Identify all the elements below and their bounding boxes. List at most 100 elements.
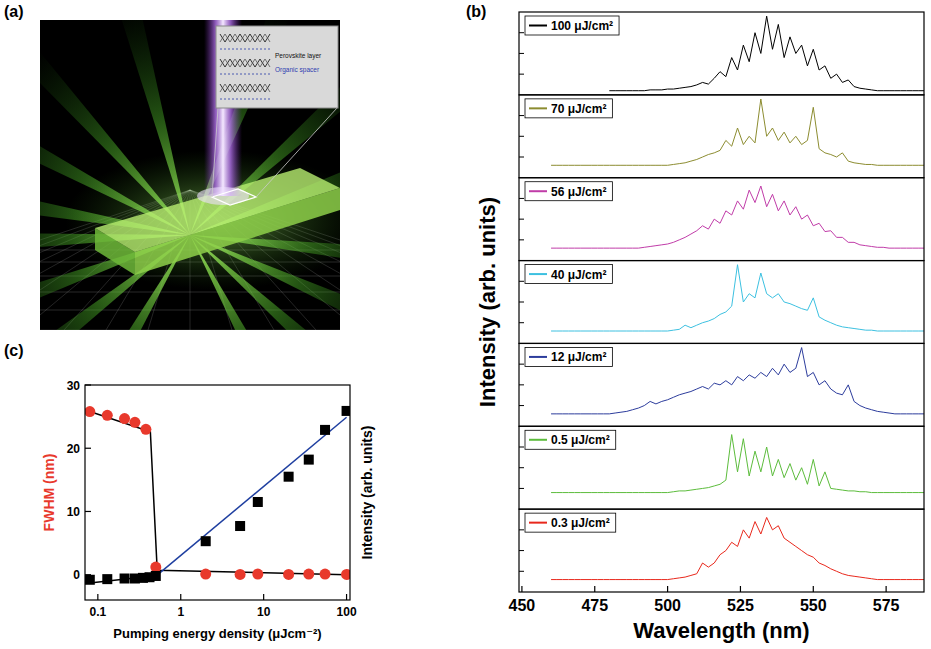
panel-label: (a) (4, 3, 24, 20)
panel-frame (519, 261, 924, 344)
y-tick (519, 488, 524, 489)
legend-box (525, 16, 619, 35)
legend-swatch (529, 273, 547, 275)
figure: Perovskite layer Organic spacer (a) 100 μJ/… (0, 0, 931, 649)
inset-label: Organic spacer (275, 66, 320, 74)
legend: 40 μJ/cm² (525, 265, 612, 284)
y-tick (85, 574, 91, 575)
legend: 0.5 μJ/cm² (525, 430, 616, 449)
y-tick (519, 405, 524, 406)
panel-frame (519, 426, 924, 509)
x-tick-label: 10 (257, 605, 271, 619)
y-tick-label: 10 (67, 505, 81, 519)
y-tick (519, 467, 524, 468)
y-tick (519, 157, 524, 158)
x-tick (667, 586, 668, 592)
y-tick-label: 20 (67, 442, 81, 456)
circle-point (320, 569, 331, 580)
y-tick (519, 384, 524, 385)
square-point (102, 574, 112, 584)
x-tick-label: 450 (509, 597, 536, 614)
y-tick (519, 302, 524, 303)
plot-area (609, 16, 924, 91)
x-tick-label: 475 (581, 597, 608, 614)
circle-point (150, 562, 161, 573)
spectrum-panel: 40 μJ/cm² (519, 261, 924, 344)
panel-frame (519, 178, 924, 261)
legend-swatch (529, 439, 547, 441)
glow (65, 150, 340, 290)
legend: 100 μJ/cm² (525, 16, 619, 35)
circle-point (283, 569, 294, 580)
y-tick (519, 115, 524, 116)
spectrum-panel: 0.5 μJ/cm² (519, 426, 924, 509)
spacer-row (220, 74, 270, 75)
y-tick (519, 219, 524, 220)
legend-swatch (529, 107, 547, 109)
spacer-row (220, 49, 270, 50)
x-tick (886, 586, 887, 592)
square-point (235, 521, 245, 531)
y-tick (519, 53, 524, 54)
x-tick-label: 550 (800, 597, 827, 614)
x-tick-label: 575 (873, 597, 900, 614)
y-tick (519, 571, 524, 572)
y2-axis-title: Intensity (arb. units) (359, 426, 375, 560)
panel-label: (b) (466, 3, 486, 20)
y-tick (519, 281, 524, 282)
legend-label: 0.5 μJ/cm² (551, 433, 610, 447)
circle-point (85, 406, 95, 417)
legend: 12 μJ/cm² (525, 347, 612, 366)
circle-point (119, 413, 130, 424)
fit-line (159, 417, 346, 573)
legend-label: 100 μJ/cm² (551, 19, 613, 33)
perovskite-row (220, 34, 270, 42)
legend-label: 0.3 μJ/cm² (551, 516, 610, 530)
y-tick (85, 384, 91, 385)
zoom-line (256, 108, 337, 197)
x-tick-label: 100 (337, 605, 357, 619)
legend-label: 70 μJ/cm² (551, 102, 606, 116)
spectrum-panel: 12 μJ/cm² (519, 343, 924, 426)
circle-point (129, 417, 140, 428)
legend-label: 56 μJ/cm² (551, 185, 606, 199)
legend-box (525, 347, 612, 366)
panel-label: (c) (4, 342, 24, 359)
legend-box (525, 182, 612, 201)
x-tick-label: 0.1 (89, 605, 106, 619)
legend-box (525, 265, 612, 284)
legend-swatch (529, 25, 547, 27)
x-tick (813, 586, 814, 592)
circle-point (102, 410, 113, 421)
inset-label: Perovskite layer (275, 52, 322, 60)
y-axis-title: FWHM (nm) (41, 454, 57, 532)
y-tick (519, 198, 524, 199)
spacer-row (220, 99, 270, 100)
spectrum-panel: 70 μJ/cm² (519, 95, 924, 178)
x-axis-title: Pumping energy density (μJcm⁻²) (113, 626, 321, 641)
square-point (253, 497, 263, 507)
spectrum-panel: 100 μJ/cm² (519, 12, 924, 95)
fit-line (90, 412, 347, 575)
spectrum-panel: 0.3 μJ/cm² (519, 509, 924, 592)
square-point (201, 536, 211, 546)
square-point (120, 574, 130, 584)
legend-box (525, 513, 616, 532)
y-tick-label: 0 (73, 568, 80, 582)
x-tick (594, 586, 595, 592)
y-tick (519, 136, 524, 137)
legend: 0.3 μJ/cm² (525, 513, 616, 532)
y-tick (85, 448, 91, 449)
legend-box (525, 99, 612, 118)
x-tick (740, 586, 741, 592)
y-tick (519, 239, 524, 240)
panel-frame (519, 343, 924, 426)
legend: 70 μJ/cm² (525, 99, 612, 118)
panel-frame (519, 509, 924, 592)
inset-box (216, 26, 338, 108)
square-point (304, 455, 314, 465)
legend-swatch (529, 522, 547, 524)
y-axis-title: Intensity (arb. units) (475, 197, 500, 407)
legend-label: 40 μJ/cm² (551, 268, 606, 282)
perovskite-row (220, 59, 270, 67)
